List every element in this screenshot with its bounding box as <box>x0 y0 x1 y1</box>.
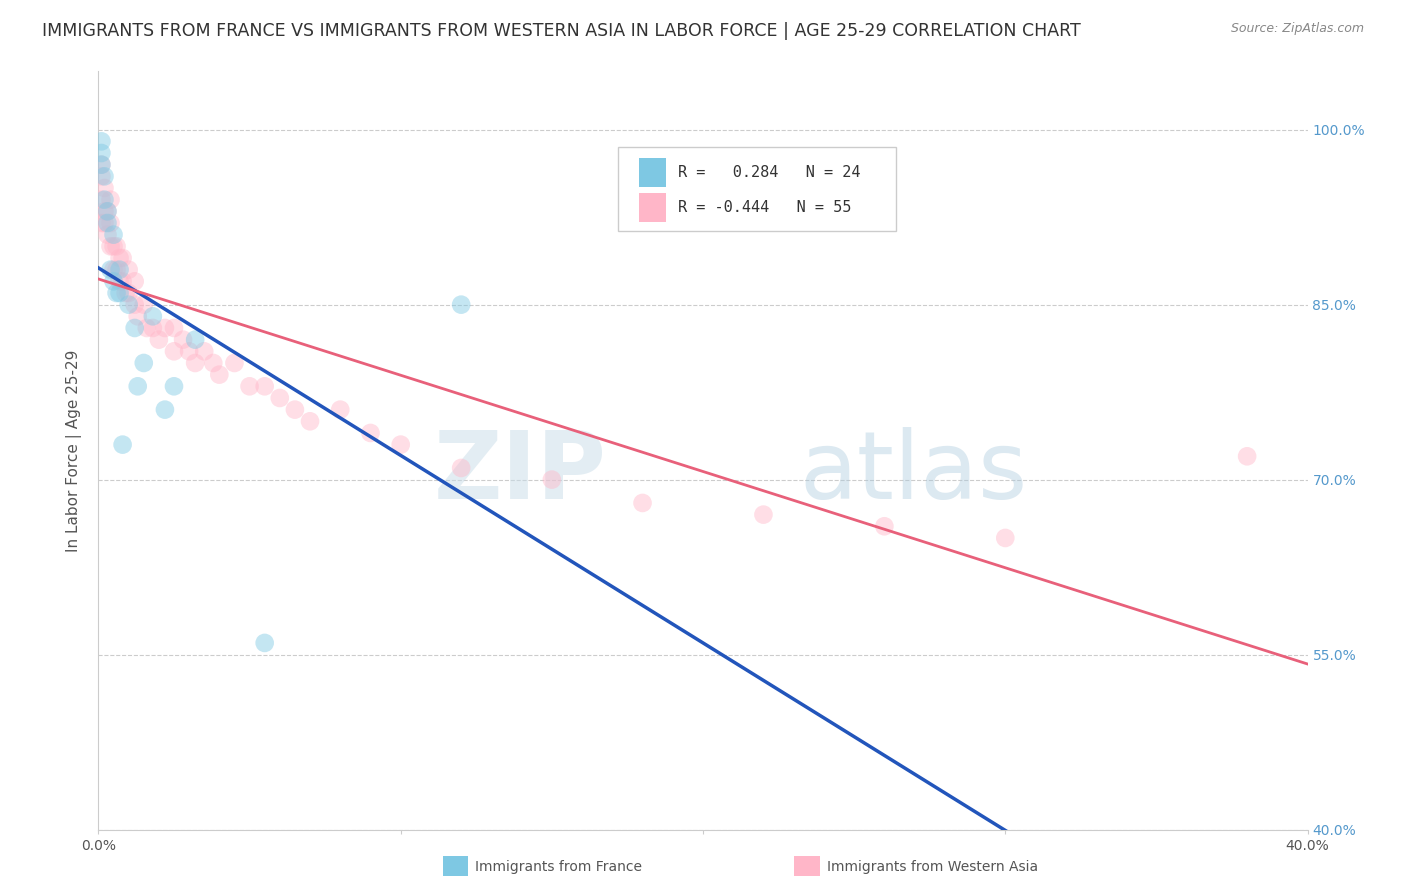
Point <box>127 379 149 393</box>
Point <box>142 310 165 324</box>
Point <box>90 146 112 161</box>
Point <box>124 321 146 335</box>
Point <box>269 391 291 405</box>
Point <box>93 193 115 207</box>
Point <box>93 204 115 219</box>
Point <box>114 285 136 300</box>
Text: ZIP: ZIP <box>433 427 606 519</box>
Point <box>100 262 122 277</box>
Point <box>111 251 134 265</box>
Point <box>108 251 131 265</box>
Point <box>873 519 896 533</box>
Point <box>193 344 215 359</box>
Point <box>105 285 128 300</box>
Point <box>96 204 118 219</box>
Text: atlas: atlas <box>800 427 1028 519</box>
Point <box>100 239 122 253</box>
Point <box>111 274 134 288</box>
Point <box>105 262 128 277</box>
Point <box>172 333 194 347</box>
Point <box>127 310 149 324</box>
Point <box>329 402 352 417</box>
Y-axis label: In Labor Force | Age 25-29: In Labor Force | Age 25-29 <box>66 350 83 551</box>
Text: Immigrants from France: Immigrants from France <box>475 860 643 874</box>
Point <box>90 158 112 172</box>
Point <box>202 356 225 370</box>
Point <box>103 262 125 277</box>
Point <box>148 333 170 347</box>
Point <box>179 344 201 359</box>
Point <box>450 461 472 475</box>
Point <box>118 285 141 300</box>
Point <box>100 216 122 230</box>
Point <box>103 239 125 253</box>
Point <box>124 298 146 312</box>
Point <box>142 321 165 335</box>
Point <box>208 368 231 382</box>
Point <box>90 193 112 207</box>
Point <box>111 437 134 451</box>
Point <box>90 158 112 172</box>
Text: IMMIGRANTS FROM FRANCE VS IMMIGRANTS FROM WESTERN ASIA IN LABOR FORCE | AGE 25-2: IMMIGRANTS FROM FRANCE VS IMMIGRANTS FRO… <box>42 22 1081 40</box>
Point <box>299 414 322 428</box>
Point <box>153 402 176 417</box>
Point <box>93 216 115 230</box>
Point <box>184 356 207 370</box>
Point <box>1236 450 1258 464</box>
Point <box>108 274 131 288</box>
Point <box>631 496 654 510</box>
Point <box>163 321 186 335</box>
Point <box>239 379 262 393</box>
Point <box>224 356 246 370</box>
Point <box>96 204 118 219</box>
Point <box>253 379 276 393</box>
Text: R = -0.444   N = 55: R = -0.444 N = 55 <box>678 201 851 215</box>
Point <box>93 181 115 195</box>
Point <box>96 216 118 230</box>
Point <box>540 473 562 487</box>
Point <box>132 356 155 370</box>
Point <box>93 169 115 184</box>
Point <box>184 333 207 347</box>
Point <box>450 298 472 312</box>
Point <box>108 262 131 277</box>
Point <box>153 321 176 335</box>
Point <box>132 298 155 312</box>
Point <box>90 169 112 184</box>
Point <box>163 344 186 359</box>
Point <box>135 321 157 335</box>
FancyBboxPatch shape <box>638 158 665 186</box>
Text: Immigrants from Western Asia: Immigrants from Western Asia <box>827 860 1038 874</box>
Point <box>105 239 128 253</box>
Point <box>103 227 125 242</box>
Point <box>90 216 112 230</box>
Point <box>360 425 382 440</box>
Point <box>96 227 118 242</box>
Point <box>118 298 141 312</box>
Point <box>100 193 122 207</box>
Point <box>752 508 775 522</box>
Point <box>163 379 186 393</box>
Point <box>108 285 131 300</box>
FancyBboxPatch shape <box>619 147 897 230</box>
Point <box>103 274 125 288</box>
Point <box>389 437 412 451</box>
Text: R =   0.284   N = 24: R = 0.284 N = 24 <box>678 165 860 179</box>
Point <box>118 262 141 277</box>
Point <box>90 134 112 148</box>
Point <box>994 531 1017 545</box>
FancyBboxPatch shape <box>638 194 665 222</box>
Point <box>253 636 276 650</box>
Point <box>284 402 307 417</box>
Text: Source: ZipAtlas.com: Source: ZipAtlas.com <box>1230 22 1364 36</box>
Point <box>124 274 146 288</box>
